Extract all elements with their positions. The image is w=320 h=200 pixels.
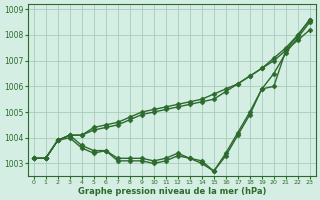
X-axis label: Graphe pression niveau de la mer (hPa): Graphe pression niveau de la mer (hPa) <box>77 187 266 196</box>
